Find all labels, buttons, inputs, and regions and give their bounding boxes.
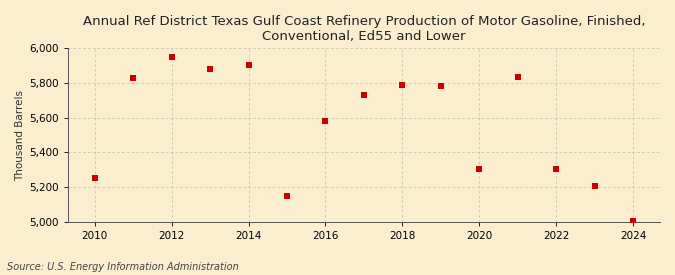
- Point: [166, 55, 177, 59]
- Point: [435, 84, 446, 89]
- Point: [320, 119, 331, 123]
- Point: [358, 93, 369, 97]
- Text: Source: U.S. Energy Information Administration: Source: U.S. Energy Information Administ…: [7, 262, 238, 272]
- Title: Annual Ref District Texas Gulf Coast Refinery Production of Motor Gasoline, Fini: Annual Ref District Texas Gulf Coast Ref…: [82, 15, 645, 43]
- Point: [628, 219, 639, 223]
- Point: [281, 194, 292, 198]
- Point: [589, 184, 600, 188]
- Point: [474, 167, 485, 171]
- Point: [397, 82, 408, 87]
- Y-axis label: Thousand Barrels: Thousand Barrels: [15, 90, 25, 180]
- Point: [243, 63, 254, 67]
- Point: [128, 76, 138, 80]
- Point: [89, 175, 100, 180]
- Point: [205, 67, 215, 71]
- Point: [512, 75, 523, 79]
- Point: [551, 167, 562, 171]
